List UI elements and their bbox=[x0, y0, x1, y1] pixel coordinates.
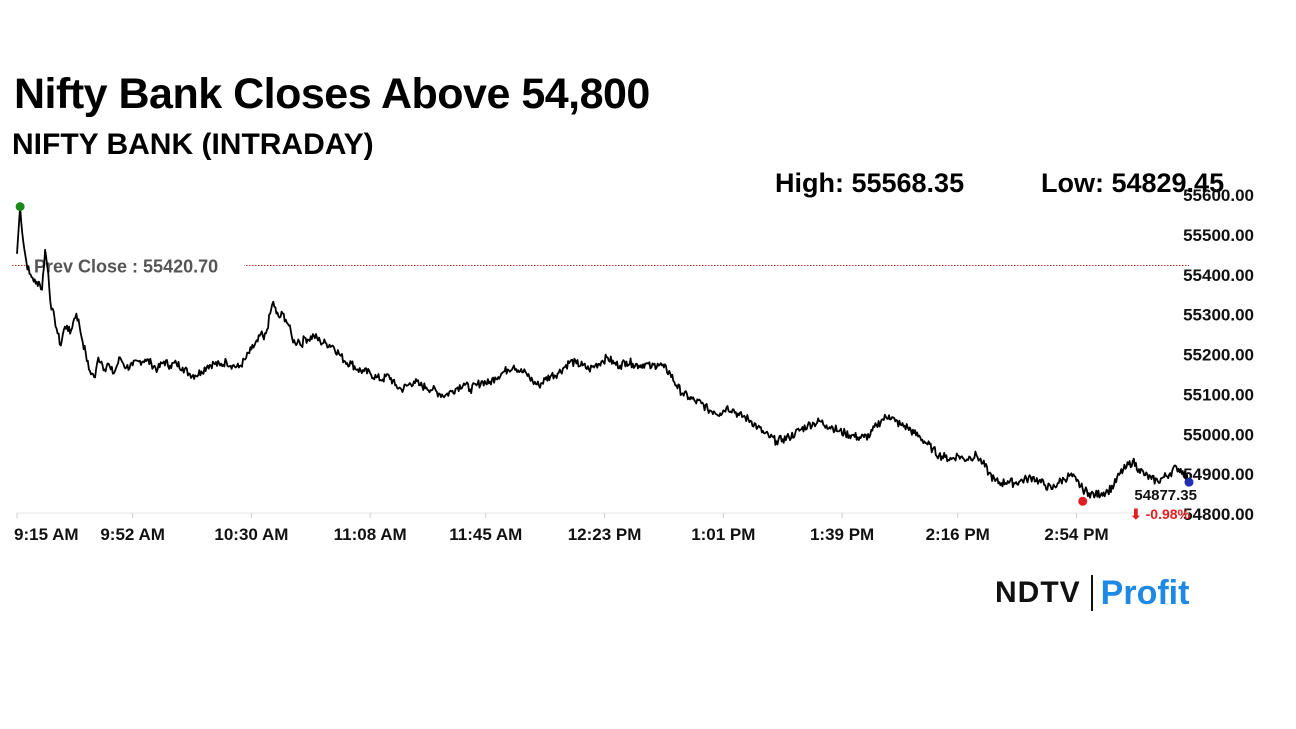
y-tick-label: 54900.00 bbox=[1183, 465, 1254, 484]
y-tick-label: 55400.00 bbox=[1183, 266, 1254, 285]
y-tick-label: 55000.00 bbox=[1183, 425, 1254, 444]
high-marker bbox=[15, 202, 25, 212]
change-percent-label: ⬇ -0.98% bbox=[1130, 506, 1191, 522]
y-tick-label: 55300.00 bbox=[1183, 306, 1254, 325]
logo-divider bbox=[1090, 575, 1093, 611]
x-tick-label: 9:15 AM bbox=[14, 525, 79, 544]
ndtv-wordmark: NDTV bbox=[995, 576, 1081, 609]
x-tick-label: 1:01 PM bbox=[691, 525, 755, 544]
day-low-label: Low: 54829.45 bbox=[1041, 168, 1225, 198]
prev-close-label-bg bbox=[30, 253, 244, 278]
x-tick-label: 9:52 AM bbox=[100, 525, 165, 544]
chart-title: Nifty Bank Closes Above 54,800 bbox=[14, 70, 650, 118]
x-axis: 9:15 AM 9:52 AM 10:30 AM 11:08 AM 11:45 AM 12… bbox=[14, 512, 1189, 544]
y-tick-label: 55200.00 bbox=[1183, 346, 1254, 365]
chart-subtitle: NIFTY BANK (INTRADAY) bbox=[12, 128, 374, 161]
x-tick-label: 2:16 PM bbox=[926, 525, 990, 544]
low-marker bbox=[1078, 496, 1088, 506]
x-tick-label: 11:45 AM bbox=[449, 525, 522, 544]
y-axis: 54800.00 54900.00 55000.00 55100.00 55200.00… bbox=[1183, 186, 1254, 524]
y-tick-label: 54800.00 bbox=[1183, 505, 1254, 524]
last-price-marker bbox=[1184, 477, 1194, 487]
profit-wordmark: Profit bbox=[1100, 573, 1190, 612]
price-series-line bbox=[16, 205, 1190, 499]
x-tick-label: 1:39 PM bbox=[810, 525, 874, 544]
last-price-label: 54877.35 bbox=[1134, 487, 1197, 504]
x-tick-label: 12:23 PM bbox=[568, 525, 642, 544]
x-tick-label: 2:54 PM bbox=[1044, 525, 1108, 544]
ndtv-profit-logo: NDTV Profit bbox=[995, 572, 1189, 614]
x-tick-label: 11:08 AM bbox=[334, 525, 407, 544]
y-tick-label: 55600.00 bbox=[1183, 186, 1254, 205]
x-tick-label: 10:30 AM bbox=[214, 525, 288, 544]
y-tick-label: 55100.00 bbox=[1183, 385, 1254, 404]
y-tick-label: 55500.00 bbox=[1183, 226, 1254, 245]
day-high-label: High: 55568.35 bbox=[775, 168, 965, 198]
prev-close-label: Prev Close : 55420.70 bbox=[34, 256, 218, 276]
